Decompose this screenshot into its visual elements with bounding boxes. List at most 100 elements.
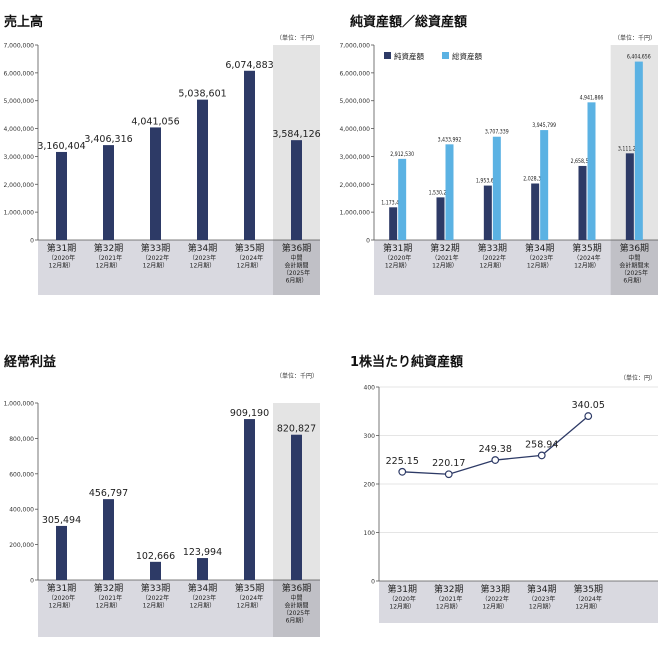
data-label: 2,912,530 — [390, 151, 414, 158]
ordinary-profit-chart-title: 経常利益 — [4, 355, 57, 370]
x-category-label: 第36期 — [282, 582, 311, 594]
bar — [197, 558, 208, 580]
x-category-label: 中間 — [628, 254, 640, 262]
bar — [150, 561, 161, 580]
data-label: 6,074,883 — [225, 60, 273, 71]
x-category-label: （2021年 — [95, 254, 122, 262]
y-tick-label: 6,000,000 — [339, 70, 370, 77]
x-category-label: （2023年 — [526, 254, 553, 262]
y-tick-label: 1,000,000 — [3, 210, 34, 217]
data-label: 225.15 — [386, 456, 419, 467]
x-category-label: 第31期 — [47, 582, 76, 594]
x-category-label: 6月期） — [286, 617, 308, 625]
bar — [291, 434, 302, 580]
x-category-label: 12月期） — [237, 262, 263, 270]
x-category-label: 12月期） — [96, 602, 122, 610]
bar — [531, 183, 540, 240]
legend-label: 総資産額 — [452, 51, 482, 61]
category-band — [379, 581, 658, 623]
data-label: 2,028,375 — [523, 176, 547, 183]
bar — [483, 185, 492, 240]
y-tick-label: 1,000,000 — [339, 210, 370, 217]
data-label: 4,941,866 — [580, 95, 604, 102]
x-category-label: 第36期 — [620, 242, 649, 254]
data-label: 3,406,316 — [84, 134, 132, 145]
y-tick-label: 200 — [364, 482, 376, 489]
sales-chart-panel: 売上高 0 1,000,000 2,000,000 3,000,000 4,000,00… — [0, 0, 335, 322]
assets-chart-panel: 純資産額／総資産額 0 1,000,000 2,000,000 3,000,000 4,… — [336, 0, 671, 322]
x-category-label: 第31期 — [383, 242, 412, 254]
y-tick-label: 7,000,000 — [339, 43, 370, 50]
x-category-label: （2023年 — [189, 254, 216, 262]
x-category-label: 第32期 — [94, 582, 123, 594]
category-band-current — [273, 240, 320, 295]
x-category-label: 12月期） — [96, 262, 122, 270]
y-tick-label: 4,000,000 — [3, 126, 34, 133]
x-category-label: 中間 — [290, 594, 302, 602]
bar — [291, 140, 302, 240]
x-category-label: 12月期） — [190, 602, 216, 610]
x-category-label: 12月期） — [143, 262, 169, 270]
x-category-label: （2022年 — [479, 254, 506, 262]
bar — [625, 153, 634, 240]
x-category-label: 第35期 — [574, 583, 603, 595]
y-tick-label: 200,000 — [9, 542, 34, 549]
data-point — [491, 456, 500, 464]
data-label: 3,111,230 — [618, 146, 642, 153]
x-category-label: 第33期 — [141, 242, 170, 254]
x-category-label: （2024年 — [575, 595, 602, 603]
x-category-label: 第33期 — [141, 582, 170, 594]
x-category-label: 12月期） — [143, 602, 169, 610]
y-tick-label: 3,000,000 — [3, 154, 34, 161]
data-label: 909,190 — [230, 408, 269, 419]
x-category-label: 第31期 — [47, 242, 76, 254]
x-category-label: （2023年 — [528, 595, 555, 603]
data-point — [537, 451, 546, 460]
y-tick-label: 0 — [30, 238, 34, 245]
y-tick-label: 0 — [371, 579, 375, 586]
y-tick-label: 7,000,000 — [3, 43, 34, 50]
y-tick-label: 3,000,000 — [339, 154, 370, 161]
x-category-label: 会計期間末 — [619, 262, 649, 270]
bar — [103, 145, 114, 240]
legend-label: 純資産額 — [394, 51, 424, 61]
x-category-label: （2021年 — [435, 595, 462, 603]
y-tick-label: 0 — [30, 578, 34, 585]
y-tick-label: 0 — [366, 238, 370, 245]
x-category-label: 12月期） — [529, 603, 555, 611]
data-label: 3,160,404 — [37, 141, 85, 152]
x-category-label: （2025年 — [621, 269, 648, 277]
ordinary-profit-chart-panel: 経常利益 0 200,000 400,000 600,000 800,000 1,000,… — [0, 323, 335, 645]
x-category-label: 第32期 — [430, 242, 459, 254]
y-tick-label: 1,000,000 — [3, 401, 34, 408]
x-category-label: 6月期） — [623, 277, 645, 285]
x-category-label: （2024年 — [236, 594, 263, 602]
data-label: 340.05 — [572, 400, 605, 411]
y-tick-label: 400 — [364, 385, 376, 392]
data-point — [584, 412, 593, 420]
data-label: 1,953,634 — [476, 178, 500, 185]
x-category-label: 12月期） — [482, 603, 508, 611]
data-label: 5,038,601 — [178, 89, 226, 100]
y-tick-label: 5,000,000 — [3, 98, 34, 105]
sales-chart-title: 売上高 — [4, 15, 44, 30]
data-label: 123,994 — [183, 547, 222, 558]
bar — [492, 136, 501, 240]
x-category-label: （2022年 — [142, 254, 169, 262]
x-category-label: 12月期） — [527, 262, 553, 270]
bar — [56, 525, 67, 580]
unit-label: （単位：千円） — [276, 372, 318, 380]
legend-swatch — [384, 52, 391, 59]
x-category-label: 第33期 — [478, 242, 507, 254]
data-label: 3,945,799 — [532, 122, 556, 129]
x-category-label: 12月期） — [389, 603, 415, 611]
x-category-label: 12月期） — [432, 262, 458, 270]
bps-chart-panel: 1株当たり純資産額 0 100 200 300 400 （単位：円） 第31期 （2020年 1… — [336, 323, 671, 645]
sales-bar-chart: 0 1,000,000 2,000,000 3,000,000 4,000,000 5,0… — [3, 34, 321, 295]
bps-chart-title: 1株当たり純資産額 — [350, 355, 464, 370]
x-category-label: 第34期 — [188, 242, 217, 254]
x-category-label: 第33期 — [481, 583, 510, 595]
x-category-label: 第34期 — [527, 583, 556, 595]
bar — [197, 99, 208, 240]
y-tick-label: 2,000,000 — [339, 182, 370, 189]
